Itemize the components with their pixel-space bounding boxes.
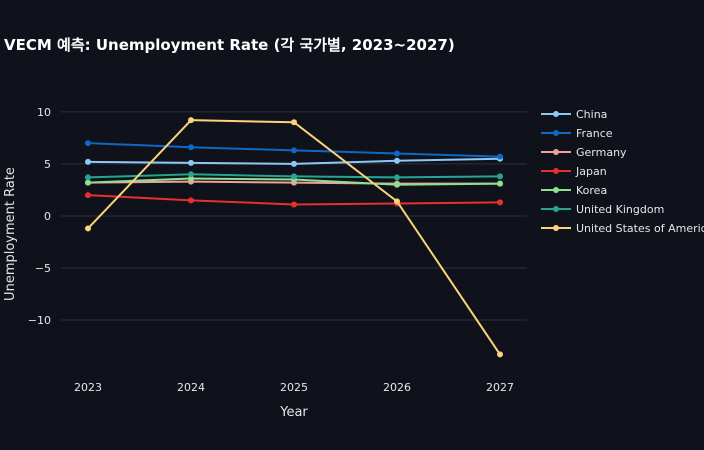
data-point bbox=[188, 197, 194, 204]
legend-swatch-marker bbox=[553, 225, 559, 231]
data-point bbox=[497, 180, 503, 187]
legend-item[interactable]: France bbox=[541, 127, 613, 140]
data-point bbox=[291, 160, 297, 167]
data-point bbox=[291, 173, 297, 180]
series-korea bbox=[85, 175, 503, 188]
legend-item[interactable]: Japan bbox=[541, 165, 607, 178]
series-japan bbox=[85, 192, 503, 208]
data-point bbox=[497, 199, 503, 206]
data-point bbox=[394, 150, 400, 157]
x-tick-label: 2026 bbox=[383, 381, 411, 394]
data-point bbox=[497, 351, 503, 358]
y-tick-label: 10 bbox=[37, 106, 51, 119]
legend-item[interactable]: Germany bbox=[541, 146, 627, 159]
x-tick-label: 2023 bbox=[74, 381, 102, 394]
data-point bbox=[291, 147, 297, 154]
legend-label: Japan bbox=[575, 165, 607, 178]
legend-label: China bbox=[576, 108, 607, 121]
x-tick-label: 2024 bbox=[177, 381, 205, 394]
data-point bbox=[394, 174, 400, 181]
legend-label: Germany bbox=[576, 146, 627, 159]
chart-title: VECM 예측: Unemployment Rate (각 국가별, 2023~… bbox=[4, 36, 455, 54]
data-point bbox=[497, 153, 503, 160]
data-point bbox=[85, 192, 91, 199]
x-tick-label: 2025 bbox=[280, 381, 308, 394]
legend-swatch-marker bbox=[553, 187, 559, 193]
legend-item[interactable]: China bbox=[541, 108, 607, 121]
y-tick-label: 5 bbox=[44, 158, 51, 171]
data-point bbox=[188, 159, 194, 166]
data-point bbox=[394, 181, 400, 188]
data-point bbox=[85, 174, 91, 181]
series-united-states-of-america bbox=[85, 117, 503, 358]
data-point bbox=[394, 198, 400, 205]
legend-label: Korea bbox=[576, 184, 607, 197]
data-point bbox=[291, 201, 297, 208]
data-point bbox=[394, 157, 400, 164]
data-point bbox=[188, 117, 194, 124]
y-axis-title: Unemployment Rate bbox=[3, 167, 18, 301]
legend-item[interactable]: United Kingdom bbox=[541, 203, 664, 216]
grid-layer bbox=[61, 111, 527, 321]
legend-swatch-marker bbox=[553, 168, 559, 174]
data-point bbox=[188, 144, 194, 151]
legend-label: United States of America bbox=[576, 222, 704, 235]
legend-swatch-marker bbox=[553, 130, 559, 136]
series-china bbox=[85, 155, 503, 167]
x-axis-title: Year bbox=[279, 405, 308, 420]
axis-layer: 10 5 0 −5 −10 2023 2024 2025 2026 2027 Year Unemplo… bbox=[3, 106, 514, 420]
series-france bbox=[85, 140, 503, 160]
legend-item[interactable]: United States of America bbox=[541, 222, 704, 235]
data-point bbox=[85, 158, 91, 165]
legend-label: France bbox=[576, 127, 613, 140]
data-point bbox=[497, 173, 503, 180]
legend-label: United Kingdom bbox=[576, 203, 664, 216]
legend[interactable]: China France Germany Japan Korea United Kingd… bbox=[541, 108, 704, 235]
y-tick-label: −10 bbox=[28, 314, 51, 327]
legend-swatch-marker bbox=[553, 149, 559, 155]
data-point bbox=[188, 171, 194, 178]
data-point bbox=[85, 179, 91, 186]
data-point bbox=[85, 225, 91, 232]
x-tick-label: 2027 bbox=[486, 381, 514, 394]
y-tick-label: 0 bbox=[44, 210, 51, 223]
legend-swatch-marker bbox=[553, 111, 559, 117]
data-point bbox=[85, 140, 91, 147]
data-point bbox=[291, 119, 297, 126]
series-layer bbox=[85, 117, 503, 358]
data-point bbox=[188, 175, 194, 182]
legend-swatch-marker bbox=[553, 206, 559, 212]
legend-item[interactable]: Korea bbox=[541, 184, 607, 197]
series-united-kingdom bbox=[85, 171, 503, 181]
y-tick-label: −5 bbox=[35, 262, 51, 275]
